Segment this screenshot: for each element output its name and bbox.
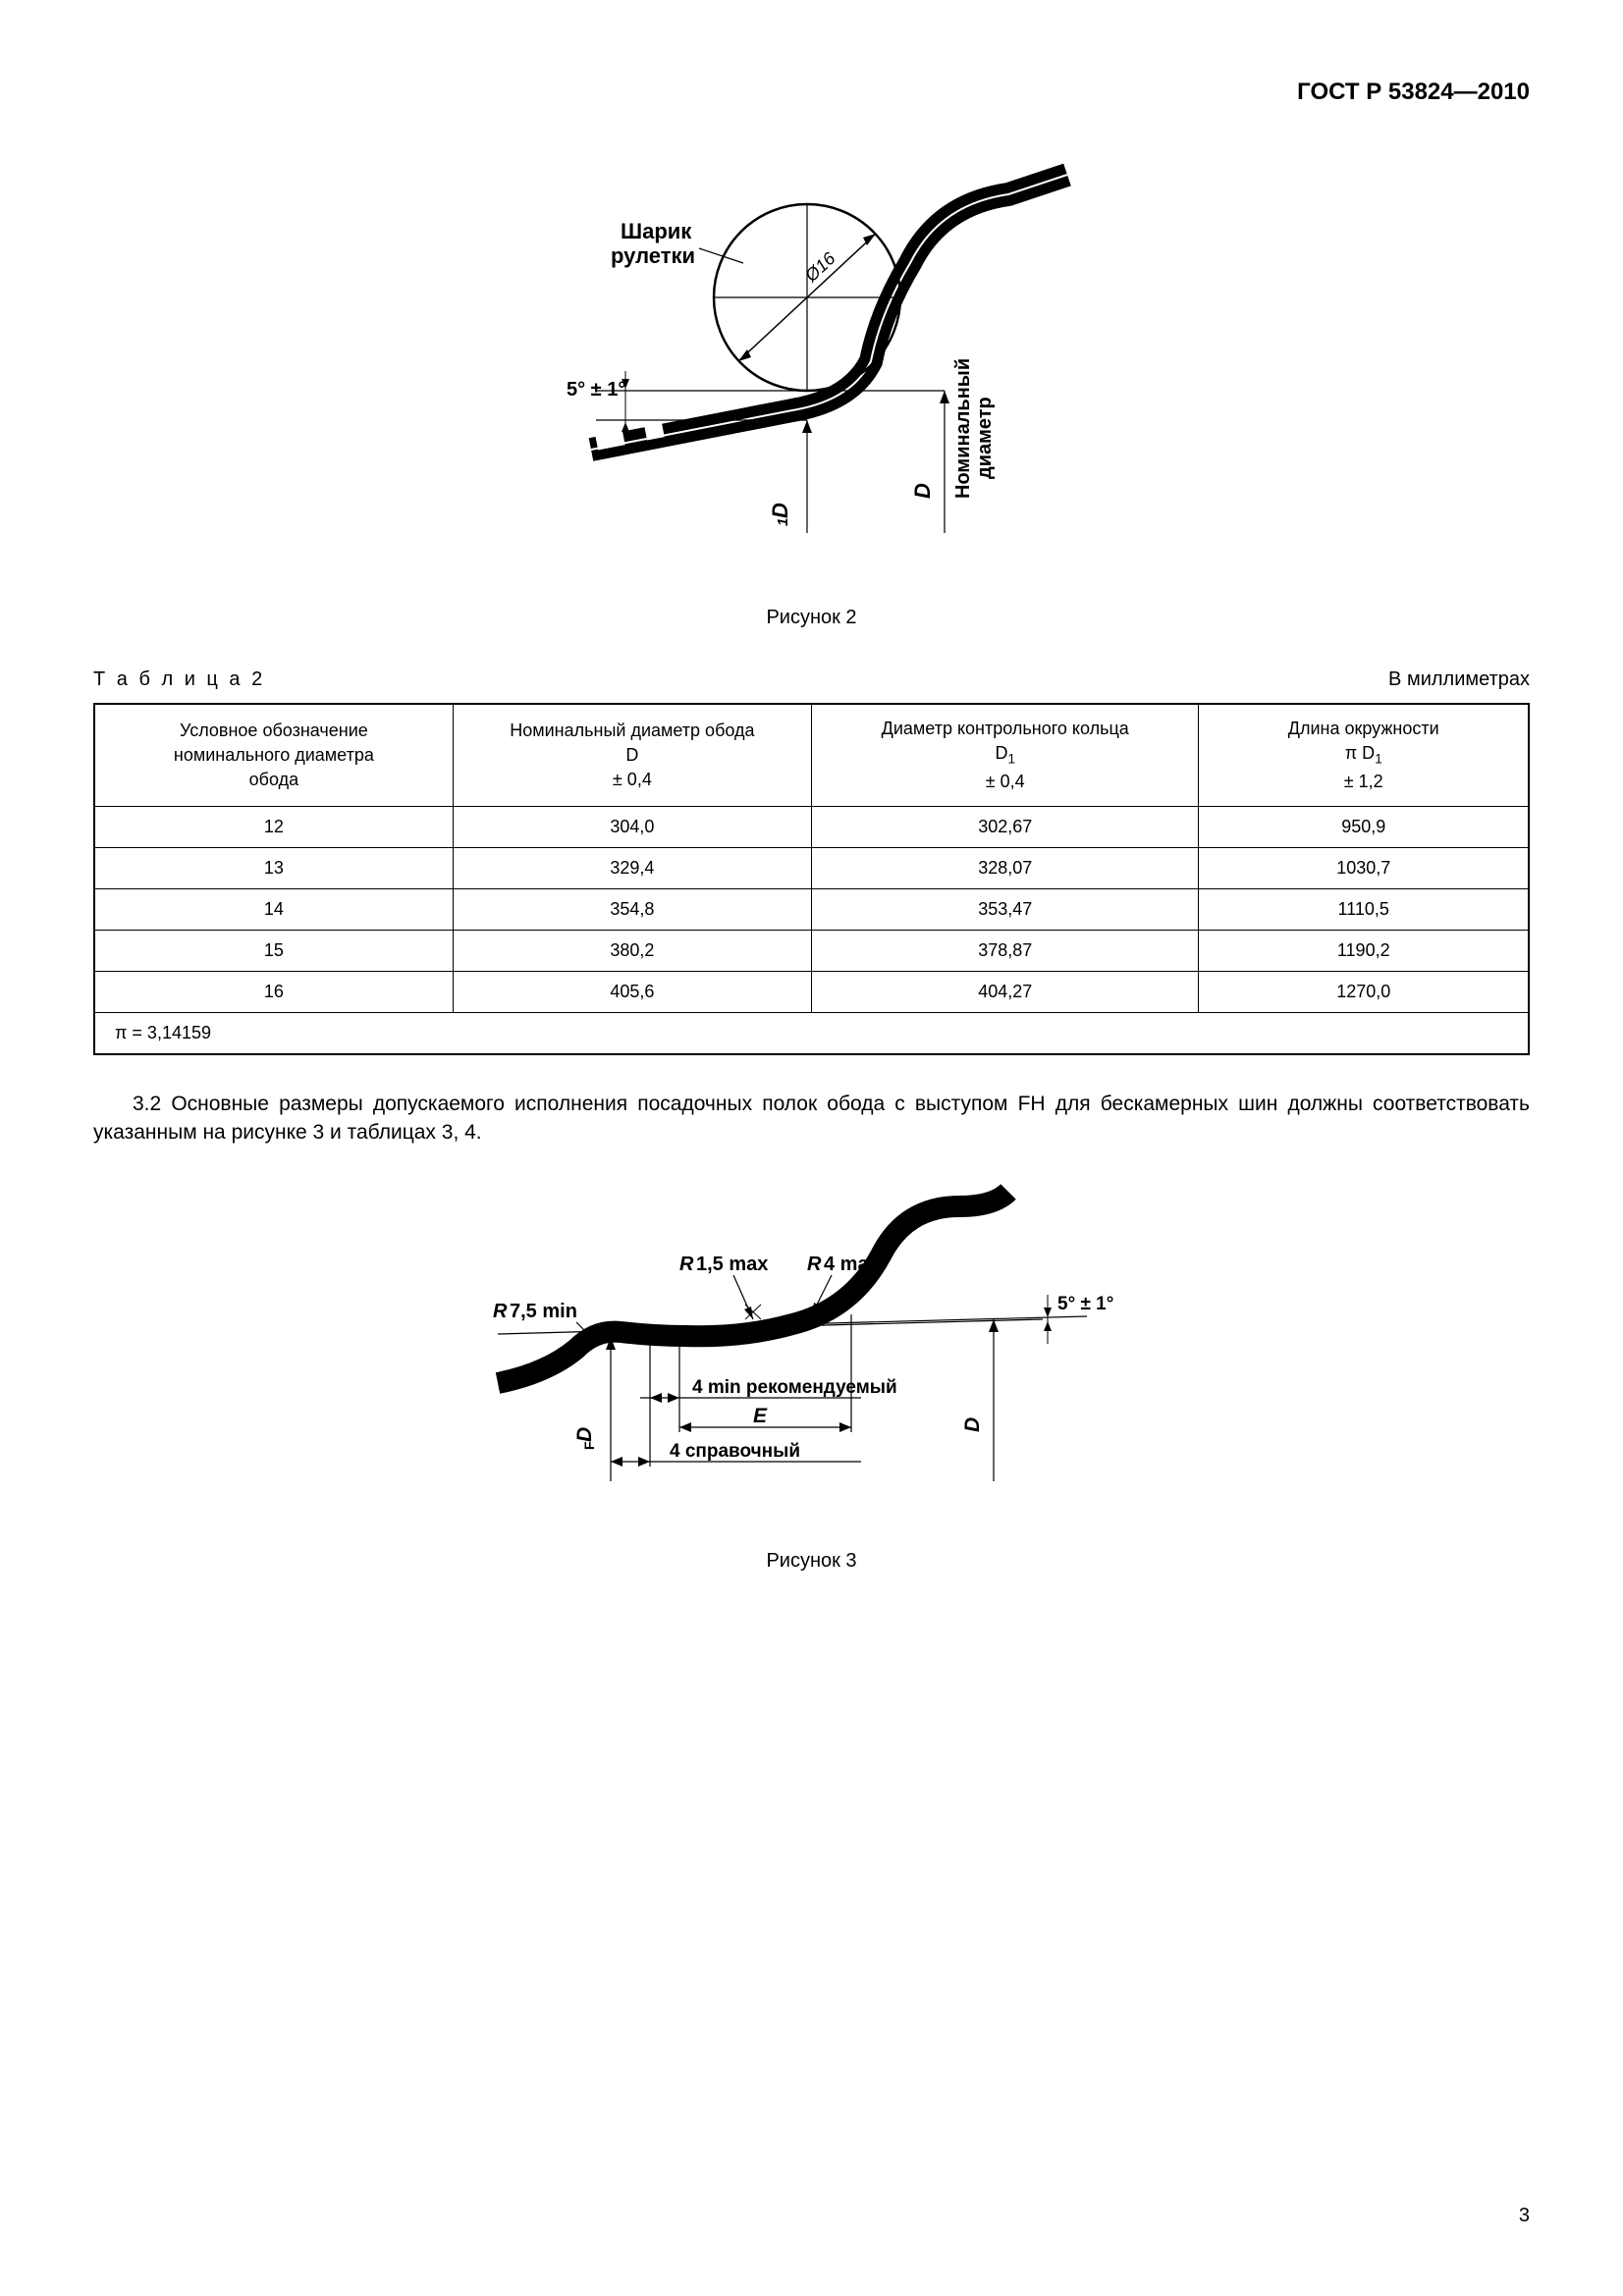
table-cell: 1270,0 xyxy=(1199,971,1529,1012)
svg-text:R: R xyxy=(807,1254,822,1275)
svg-text:4 max: 4 max xyxy=(824,1254,880,1275)
svg-text:рулетки: рулетки xyxy=(611,243,695,268)
col-header-1: Номинальный диаметр ободаD± 0,4 xyxy=(453,704,811,806)
table-cell: 1030,7 xyxy=(1199,847,1529,888)
svg-text:7,5 min: 7,5 min xyxy=(510,1301,577,1322)
table-cell: 16 xyxy=(94,971,453,1012)
table-row: 14354,8353,471110,5 xyxy=(94,888,1529,930)
svg-text:Ø16: Ø16 xyxy=(800,247,839,286)
figure-3-svg: 5° ± 1° R 7,5 min R 1,5 max R 4 max D F … xyxy=(459,1177,1165,1511)
table-cell: 353,47 xyxy=(812,888,1199,930)
svg-text:1,5 max: 1,5 max xyxy=(696,1254,768,1275)
table-cell: 1190,2 xyxy=(1199,930,1529,971)
svg-text:R: R xyxy=(493,1301,508,1322)
table-cell: 405,6 xyxy=(453,971,811,1012)
figure-3-container: 5° ± 1° R 7,5 min R 1,5 max R 4 max D F … xyxy=(93,1177,1530,1511)
svg-text:4 справочный: 4 справочный xyxy=(670,1441,800,1462)
col-header-0: Условное обозначениеноминального диаметр… xyxy=(94,704,453,806)
svg-text:D: D xyxy=(961,1416,984,1431)
figure-2-svg: Ø16 Шарик рулетки 5° ± 1° D 1 D Номиналь… xyxy=(537,135,1087,567)
table-cell: 14 xyxy=(94,888,453,930)
table-cell: 380,2 xyxy=(453,930,811,971)
svg-text:E: E xyxy=(753,1405,768,1427)
table-cell: 378,87 xyxy=(812,930,1199,971)
svg-text:R: R xyxy=(679,1254,694,1275)
svg-text:Шарик: Шарик xyxy=(621,219,692,243)
table-row: 15380,2378,871190,2 xyxy=(94,930,1529,971)
table-cell: 354,8 xyxy=(453,888,811,930)
table-cell: 302,67 xyxy=(812,806,1199,847)
table-footer-cell: π = 3,14159 xyxy=(94,1012,1529,1054)
table-cell: 304,0 xyxy=(453,806,811,847)
table-cell: 950,9 xyxy=(1199,806,1529,847)
svg-text:D: D xyxy=(573,1426,596,1441)
table-cell: 1110,5 xyxy=(1199,888,1529,930)
table-2-header: Т а б л и ц а 2 В миллиметрах xyxy=(93,668,1530,691)
table-2-unit: В миллиметрах xyxy=(1388,668,1530,691)
svg-text:D: D xyxy=(910,483,935,499)
table-cell: 404,27 xyxy=(812,971,1199,1012)
svg-text:D: D xyxy=(768,503,792,518)
col-header-3: Длина окружностиπ D1± 1,2 xyxy=(1199,704,1529,806)
svg-text:Номинальный: Номинальный xyxy=(952,358,974,499)
table-cell: 12 xyxy=(94,806,453,847)
svg-text:4 min рекомендуемый: 4 min рекомендуемый xyxy=(692,1377,897,1398)
col-header-2: Диаметр контрольного кольцаD1± 0,4 xyxy=(812,704,1199,806)
table-header-row: Условное обозначениеноминального диаметр… xyxy=(94,704,1529,806)
table-2-label: Т а б л и ц а 2 xyxy=(93,668,265,691)
svg-text:1: 1 xyxy=(775,518,791,526)
table-footer-row: π = 3,14159 xyxy=(94,1012,1529,1054)
figure-2-container: Ø16 Шарик рулетки 5° ± 1° D 1 D Номиналь… xyxy=(93,135,1530,567)
table-row: 13329,4328,071030,7 xyxy=(94,847,1529,888)
svg-text:5° ± 1°: 5° ± 1° xyxy=(1057,1294,1113,1314)
figure-3-caption: Рисунок 3 xyxy=(93,1550,1530,1573)
page-number: 3 xyxy=(1519,2205,1530,2227)
table-cell: 329,4 xyxy=(453,847,811,888)
table-cell: 15 xyxy=(94,930,453,971)
paragraph-3-2: 3.2 Основные размеры допускаемого исполн… xyxy=(93,1090,1530,1148)
svg-text:5° ± 1°: 5° ± 1° xyxy=(567,379,625,400)
svg-text:F: F xyxy=(581,1441,597,1450)
table-row: 12304,0302,67950,9 xyxy=(94,806,1529,847)
table-cell: 13 xyxy=(94,847,453,888)
table-cell: 328,07 xyxy=(812,847,1199,888)
svg-text:диаметр: диаметр xyxy=(974,397,996,479)
table-2: Условное обозначениеноминального диаметр… xyxy=(93,703,1530,1055)
figure-2-caption: Рисунок 2 xyxy=(93,607,1530,629)
document-code: ГОСТ Р 53824—2010 xyxy=(93,79,1530,106)
table-row: 16405,6404,271270,0 xyxy=(94,971,1529,1012)
